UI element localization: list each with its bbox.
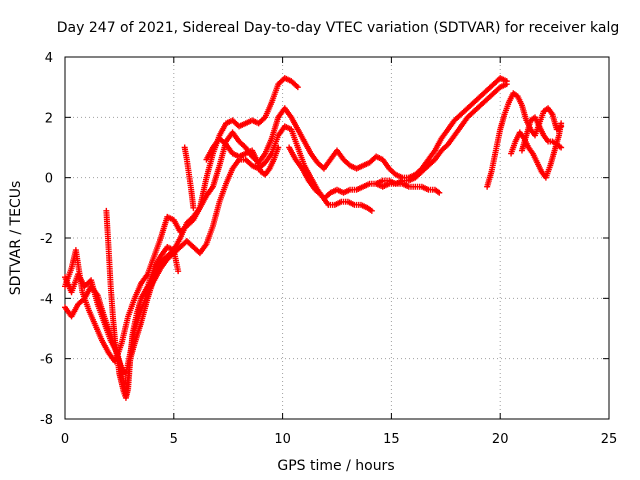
x-axis-label: GPS time / hours xyxy=(277,458,394,474)
data-series xyxy=(508,120,565,181)
y-axis-label: SDTVAR / TECUs xyxy=(8,181,24,296)
grid xyxy=(65,57,609,419)
chart-title: Day 247 of 2021, Sidereal Day-to-day VTE… xyxy=(57,20,619,36)
data-point xyxy=(275,144,282,151)
x-tick-label: 15 xyxy=(383,432,400,447)
axis-ticks: 0 5 10 15 20 25 -8 -6 -4 -2 0 2 4 xyxy=(40,51,617,447)
x-tick-label: 5 xyxy=(170,432,178,447)
data-point xyxy=(294,84,301,91)
data-points xyxy=(62,75,565,401)
data-series xyxy=(62,75,301,365)
y-tick-label: 4 xyxy=(45,51,53,66)
x-tick-label: 0 xyxy=(61,432,69,447)
x-tick-label: 10 xyxy=(274,432,291,447)
data-point xyxy=(503,81,510,88)
y-tick-label: -2 xyxy=(40,232,53,247)
data-series xyxy=(103,207,182,401)
data-point xyxy=(558,144,565,151)
data-series xyxy=(518,114,565,154)
x-tick-label: 20 xyxy=(492,432,509,447)
y-tick-label: -4 xyxy=(40,292,53,307)
data-point xyxy=(558,120,565,127)
data-series xyxy=(203,135,282,178)
data-point xyxy=(190,204,197,211)
data-series xyxy=(181,144,197,211)
data-series xyxy=(62,75,510,398)
y-tick-label: -8 xyxy=(40,413,53,428)
y-tick-label: 2 xyxy=(45,111,53,126)
data-series xyxy=(62,81,510,377)
data-point xyxy=(368,207,375,214)
data-series xyxy=(286,144,375,214)
y-tick-label: 0 xyxy=(45,172,53,187)
data-point xyxy=(175,268,182,275)
data-point xyxy=(436,189,443,196)
y-tick-label: -6 xyxy=(40,353,53,368)
data-series xyxy=(373,177,443,196)
x-tick-label: 25 xyxy=(601,432,618,447)
